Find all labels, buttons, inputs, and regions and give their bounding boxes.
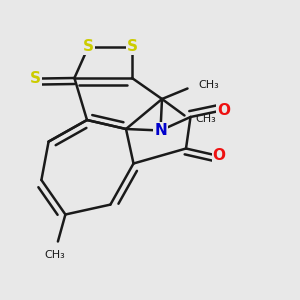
Text: CH₃: CH₃ bbox=[44, 250, 65, 260]
Text: CH₃: CH₃ bbox=[198, 80, 219, 91]
Text: CH₃: CH₃ bbox=[195, 113, 216, 124]
Text: S: S bbox=[83, 39, 94, 54]
Text: S: S bbox=[30, 71, 41, 86]
Text: S: S bbox=[127, 39, 137, 54]
Text: N: N bbox=[154, 123, 167, 138]
Text: O: O bbox=[217, 103, 230, 118]
Text: O: O bbox=[212, 148, 226, 164]
